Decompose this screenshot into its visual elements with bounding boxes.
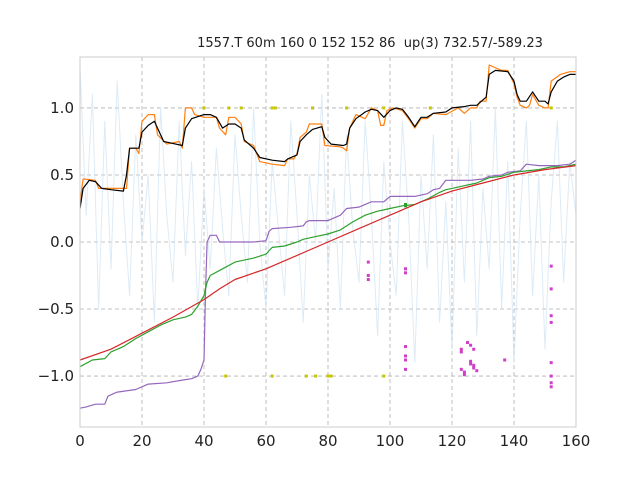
marker-point <box>404 202 407 206</box>
marker-point <box>270 374 274 378</box>
chart-title: 1557.T 60m 160 0 152 152 86 up(3) 732.57… <box>197 36 543 51</box>
marker-point <box>469 343 473 347</box>
marker-point <box>404 345 407 349</box>
marker-point <box>227 106 231 110</box>
marker-point <box>366 260 370 264</box>
series-line-green <box>79 163 577 368</box>
marker-point <box>224 374 228 378</box>
marker-point <box>270 106 274 110</box>
y-tick-label: −1.0 <box>38 367 74 385</box>
y-tick-label: 0.0 <box>50 233 74 251</box>
marker-point <box>466 341 469 345</box>
marker-point <box>202 106 206 110</box>
marker-point <box>273 106 277 110</box>
marker-point <box>472 347 476 351</box>
marker-point <box>366 274 370 278</box>
x-tick-label: 100 <box>376 432 405 450</box>
marker-point <box>549 381 553 385</box>
marker-point <box>459 367 463 371</box>
marker-point <box>469 359 473 363</box>
y-tick-label: −0.5 <box>38 300 74 318</box>
plot-frame <box>79 56 577 428</box>
x-tick-label: 40 <box>194 432 213 450</box>
marker-point <box>459 347 463 351</box>
marker-point <box>326 374 330 378</box>
marker-point <box>382 106 386 110</box>
marker-point <box>549 320 553 324</box>
marker-point <box>475 369 479 373</box>
x-tick-label: 60 <box>256 432 275 450</box>
y-tick-label: 0.5 <box>50 166 74 184</box>
marker-point <box>345 106 349 110</box>
marker-point <box>549 374 553 378</box>
series-line-background <box>79 67 577 364</box>
marker-point <box>549 361 553 365</box>
marker-point <box>472 366 476 370</box>
marker-point <box>428 106 432 110</box>
x-tick-label: 160 <box>562 432 591 450</box>
marker-point <box>549 106 553 110</box>
marker-point <box>404 267 407 271</box>
marker-point <box>459 350 463 354</box>
marker-point <box>404 271 407 275</box>
marker-point <box>503 358 507 362</box>
y-tick-label: 1.0 <box>50 99 74 117</box>
marker-point <box>311 106 314 110</box>
marker-point <box>549 287 553 291</box>
marker-point <box>304 374 308 378</box>
marker-point <box>239 106 243 110</box>
marker-point <box>314 374 318 378</box>
marker-point <box>404 367 407 371</box>
x-tick-label: 20 <box>132 432 151 450</box>
marker-point <box>549 314 553 318</box>
x-tick-label: 0 <box>75 432 85 450</box>
marker-point <box>549 264 553 268</box>
x-tick-label: 80 <box>318 432 337 450</box>
marker-point <box>469 362 473 366</box>
marker-point <box>366 278 370 282</box>
x-tick-label: 120 <box>438 432 467 450</box>
marker-point <box>462 373 466 377</box>
series-line-red <box>79 165 577 361</box>
marker-point <box>462 370 466 374</box>
marker-point <box>329 374 333 378</box>
marker-point <box>549 385 553 389</box>
x-tick-label: 140 <box>500 432 529 450</box>
marker-point <box>382 374 386 378</box>
series-line-black <box>79 69 576 209</box>
series-line-purple <box>79 159 577 409</box>
marker-point <box>404 354 407 358</box>
marker-point <box>472 363 476 367</box>
marker-point <box>404 358 407 362</box>
